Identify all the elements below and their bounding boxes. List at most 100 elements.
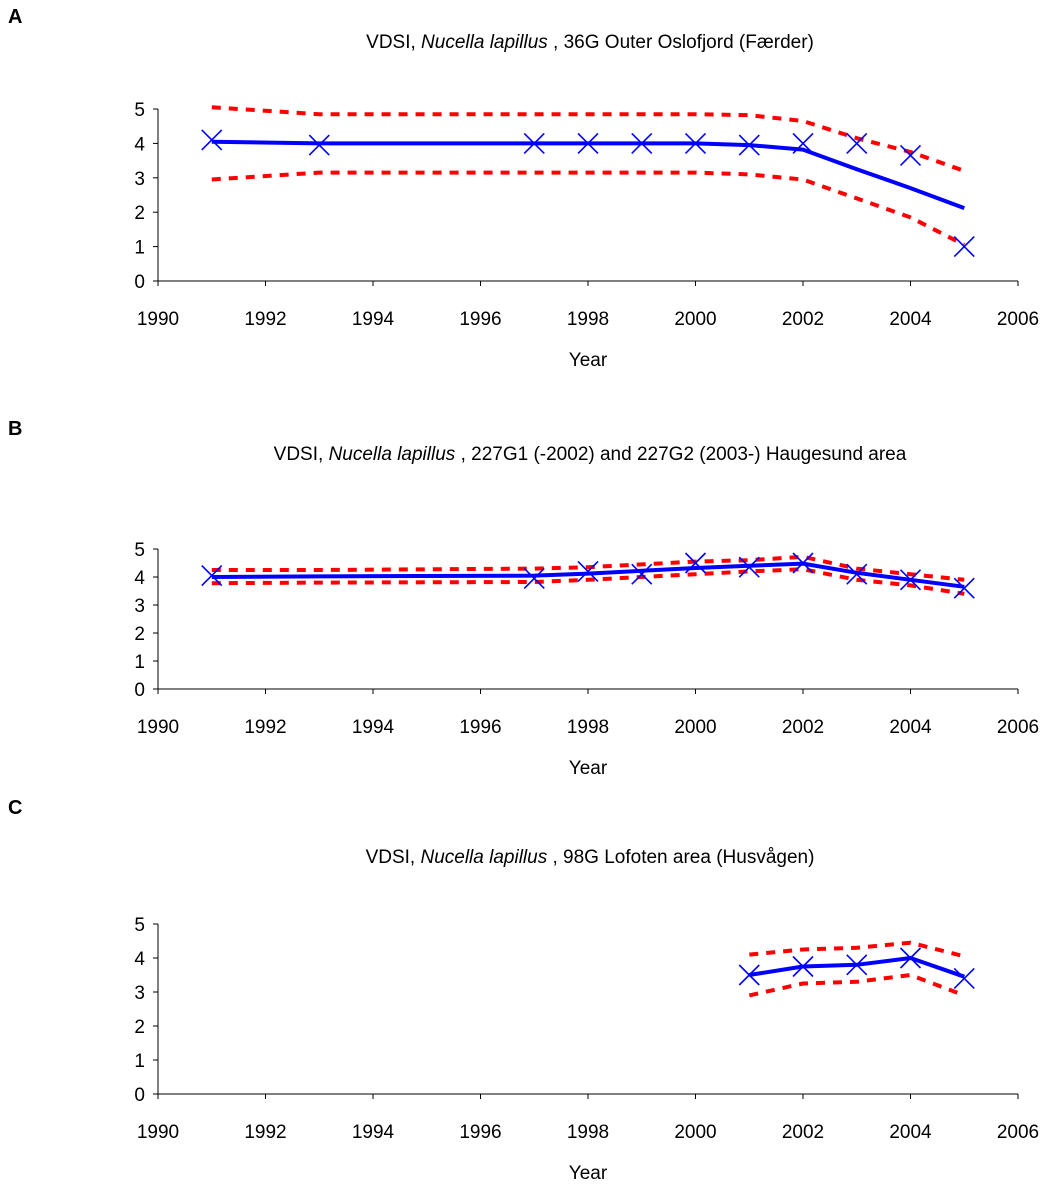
marker-stroke [577,560,599,582]
data-point-marker [631,563,653,585]
data-point-marker [684,132,707,154]
x-tick-label: 1994 [352,309,395,330]
y-tick-label: 4 [134,949,145,970]
confidence-line-upper [211,554,965,582]
marker-stroke [738,134,760,156]
x-tick-label: 2006 [997,309,1039,330]
data-point-marker [738,556,760,578]
marker-stroke [899,569,922,591]
marker-stroke [846,563,868,585]
confidence-line-lower [748,973,966,998]
x-tick-label: 1998 [567,309,609,330]
x-tick-label: 2004 [889,309,932,330]
x-tick-label: 1996 [459,309,501,330]
data-point-marker [684,552,707,574]
x-tick-label: 2000 [674,309,716,330]
title-suffix: , 36G Outer Oslofjord (Færder) [547,32,814,53]
data-point-marker [846,132,868,154]
x-tick-label: 2006 [997,1122,1039,1143]
confidence-line-upper [749,940,965,959]
x-axis-label: Year [569,758,608,779]
x-tick-label: 2000 [674,717,716,738]
data-point-marker [953,236,975,258]
data-point-marker [953,967,975,989]
x-axis-label: Year [569,350,608,371]
data-point-marker [577,560,599,582]
y-tick-label: 1 [134,1051,145,1072]
data-point-marker [631,132,653,154]
chart-title: VDSI, Nucella lapillus , 36G Outer Oslof… [160,31,1020,55]
title-suffix: , 227G1 (-2002) and 227G2 (2003-) Hauges… [455,444,907,465]
marker-stroke [738,964,760,986]
confidence-line-lower [211,170,966,247]
data-point-marker [792,132,814,154]
panel-label: C [8,797,23,819]
y-tick-label: 5 [134,915,145,936]
title-species: Nucella lapillus [420,847,548,868]
marker-stroke [738,556,760,578]
x-axis-label: Year [569,1163,608,1184]
trend-line [748,956,965,979]
marker-stroke [953,236,975,258]
x-tick-label: 2000 [674,1122,716,1143]
y-tick-label: 0 [134,680,145,701]
y-tick-label: 5 [134,540,145,561]
x-tick-label: 1996 [459,1122,501,1143]
y-tick-label: 3 [134,596,145,617]
marker-stroke [846,132,868,154]
data-point-marker [792,955,814,978]
y-tick-label: 4 [134,568,145,589]
marker-stroke [899,947,922,969]
title-prefix: VDSI, [366,32,422,53]
plot-c: 0 1 2 3 4 5 1990 1992 1994 1996 1998 2000 2002 2004 20… [134,915,1039,1184]
data-point-marker [201,565,223,587]
x-tick-label: 2004 [889,1122,932,1143]
y-tick-label: 1 [134,652,145,673]
data-point-marker [899,569,922,591]
x-tick-label: 2002 [782,309,824,330]
y-tick-label: 0 [134,1085,145,1106]
data-point-marker [523,132,545,154]
x-tick-label: 1990 [137,1122,179,1143]
panel-label: B [8,418,23,440]
x-tick-label: 1992 [244,1122,286,1143]
plot-b: 0 1 2 3 4 5 1990 1992 1994 1996 1998 2000 2002 2004 20… [134,540,1039,779]
x-tick-label: 1996 [459,717,501,738]
marker-stroke [523,567,545,589]
data-point-marker [738,964,760,986]
marker-stroke [792,552,814,574]
marker-stroke [201,129,223,151]
chart-title: VDSI, Nucella lapillus , 98G Lofoten are… [160,846,1020,870]
data-point-marker [899,947,922,969]
marker-stroke [792,955,814,978]
marker-stroke [308,134,330,156]
x-tick-label: 1998 [567,717,609,738]
y-tick-label: 1 [134,238,145,259]
data-point-marker [201,129,223,151]
y-tick-label: 5 [134,100,145,121]
x-tick-label: 2002 [782,717,824,738]
marker-stroke [684,132,707,154]
y-tick-label: 2 [134,203,145,224]
marker-stroke [899,144,922,167]
y-tick-label: 2 [134,1017,145,1038]
x-tick-label: 1994 [352,717,395,738]
marker-stroke [523,132,545,154]
marker-stroke [201,565,223,587]
marker-stroke [684,552,707,574]
title-species: Nucella lapillus [421,32,548,53]
data-point-marker [792,552,814,574]
plot-a: 0 1 2 3 4 5 1990 1992 1994 1996 1998 2000 2002 2004 20… [134,100,1039,371]
marker-stroke [792,132,814,154]
x-tick-label: 1992 [244,309,286,330]
trend-line [211,561,965,589]
x-tick-label: 1992 [244,717,286,738]
x-tick-label: 2002 [782,1122,824,1143]
y-tick-label: 3 [134,169,145,190]
marker-stroke [953,577,975,599]
data-point-marker [523,567,545,589]
y-tick-label: 3 [134,983,145,1004]
x-tick-label: 2004 [889,717,932,738]
chart-title: VDSI, Nucella lapillus , 227G1 (-2002) a… [160,443,1020,467]
